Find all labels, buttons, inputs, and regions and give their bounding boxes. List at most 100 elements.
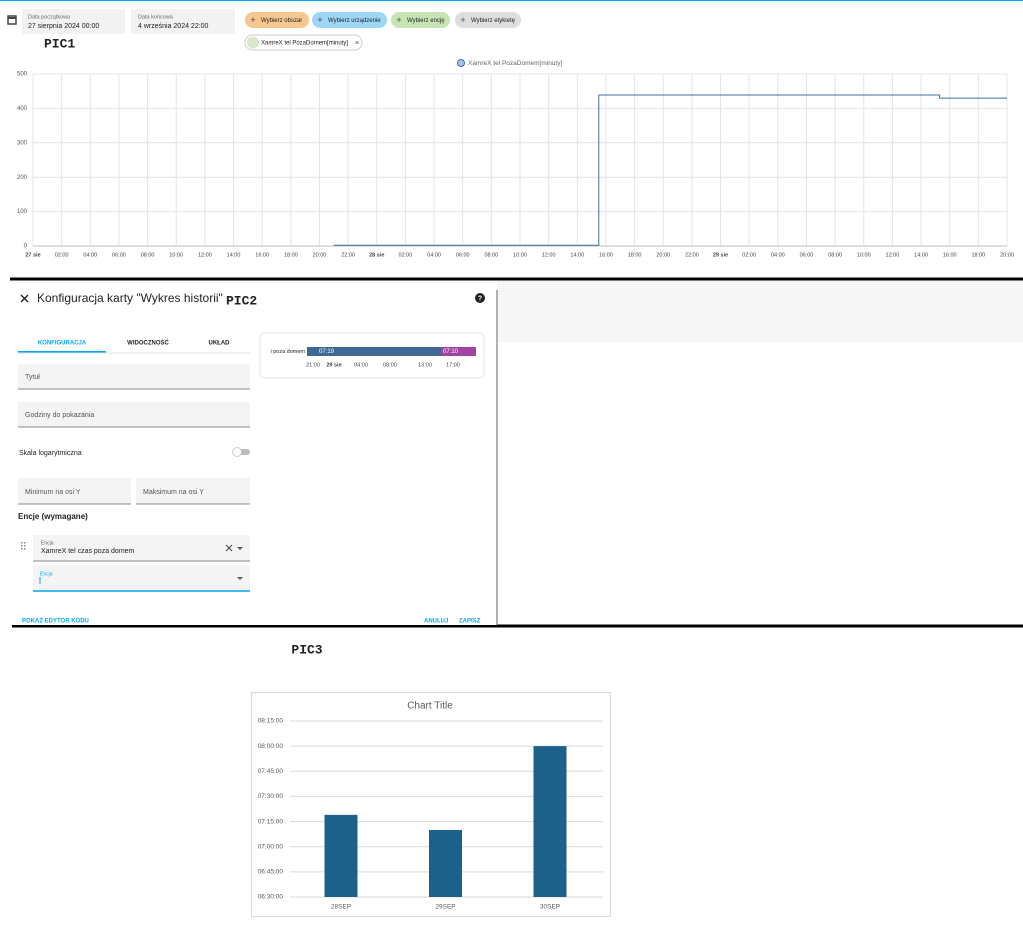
x-tick-label: 12:00	[886, 252, 900, 258]
chip-icon: +	[317, 15, 322, 25]
section-label: PIC3	[291, 642, 322, 657]
calendar-icon	[7, 15, 17, 25]
filter-chip[interactable]	[455, 12, 521, 28]
text-field[interactable]	[18, 478, 131, 505]
filter-chip[interactable]	[312, 12, 387, 28]
line	[333, 94, 1007, 246]
y-tick-label: 0	[24, 244, 28, 250]
help-icon-glyph: ?	[478, 295, 482, 302]
y-tick-label: 06:30:00	[258, 894, 284, 901]
x-tick-label: 08:00	[828, 252, 842, 258]
text-field[interactable]	[18, 364, 250, 390]
x-tick-label: 18:00	[971, 252, 985, 258]
x-tick-label: 20:00	[656, 252, 670, 258]
date-field[interactable]	[131, 9, 235, 34]
tab[interactable]: WIDOCZNOŚĆ	[127, 339, 169, 347]
dropdown-arrow[interactable]	[237, 547, 243, 550]
timeline-tick: 04:00	[354, 362, 368, 368]
y-tick-label: 08:15:00	[258, 718, 284, 725]
section-heading: Encje (wymagane)	[18, 512, 88, 521]
filter-chip[interactable]	[245, 12, 309, 28]
label: 4 września 2024 22:00	[138, 23, 209, 30]
x-tick-label: 10:00	[169, 252, 183, 258]
tab[interactable]: UKŁAD	[209, 341, 231, 347]
chip-icon: +	[396, 15, 401, 25]
clear-button[interactable]	[225, 544, 233, 552]
field-value: XamreX tel czas poza domem	[41, 548, 135, 555]
field-label: Tytuł	[25, 374, 40, 381]
field-label: Encja	[41, 540, 54, 546]
y-tick-label: 07:45:00	[258, 768, 284, 775]
x-tick-label: 28 sie	[369, 252, 384, 258]
backdrop	[497, 280, 1023, 342]
dropdown-arrow[interactable]	[237, 577, 243, 580]
entity-field[interactable]	[33, 565, 250, 592]
timeline-segment	[441, 347, 476, 356]
timeline-tick: 08:00	[383, 362, 397, 368]
section-label: PIC1	[44, 36, 75, 51]
drag-handle[interactable]	[21, 542, 26, 550]
x-tick-label: 08:00	[484, 252, 498, 258]
timeline-tick: 13:00	[418, 362, 432, 368]
timeline-segment	[307, 347, 441, 356]
y-tick-label: 300	[17, 140, 28, 146]
x-tick-label: 18:00	[284, 252, 298, 258]
x-tick-label: 02:00	[399, 252, 413, 258]
x-tick-label: 04:00	[427, 252, 441, 258]
x-tick-label: 06:00	[800, 252, 814, 258]
label: Data początkowa	[28, 14, 71, 20]
button[interactable]: ANULUJ	[424, 619, 448, 625]
field-label: Encja	[40, 571, 53, 577]
y-tick-label: 06:45:00	[258, 869, 284, 876]
x-tick-label: 29 sie	[713, 252, 728, 258]
bar	[324, 814, 358, 897]
x-tick-label: 22:00	[341, 252, 355, 258]
date-field[interactable]	[22, 9, 125, 34]
tab[interactable]: KONFIGURACJA	[38, 341, 87, 347]
label: Data końcowa	[138, 14, 174, 20]
close-button[interactable]	[20, 294, 29, 303]
x-tick-label: 06:00	[456, 252, 470, 258]
chart-title: Chart Title	[407, 701, 453, 712]
x-tick-label: 08:00	[141, 252, 155, 258]
x-tick-label: 04:00	[771, 252, 785, 258]
x-tick-label: 22:00	[685, 252, 699, 258]
timeline-tick: 17:00	[446, 362, 460, 368]
x-tick-label: 20:00	[1000, 252, 1014, 258]
chip-remove[interactable]: ×	[355, 40, 359, 47]
dialog-title: Konfiguracja karty "Wykres historii"	[37, 291, 223, 305]
section-label: PIC2	[226, 293, 257, 308]
x-tick-label: 14:00	[227, 252, 241, 258]
text-field[interactable]	[136, 478, 250, 505]
chip-avatar	[247, 36, 259, 49]
x-tick-label: 14:00	[570, 252, 584, 258]
field-label: Maksimum na osi Y	[143, 489, 204, 496]
x-tick-label: 16:00	[599, 252, 613, 258]
x-tick-label: 30SEP	[540, 904, 560, 911]
setting-label: Skala logarytmiczna	[19, 450, 82, 457]
chip-label: XamreX tel PozaDomem[minuty]	[261, 41, 348, 47]
x-tick-label: 10:00	[857, 252, 871, 258]
entity-field[interactable]	[33, 535, 250, 562]
button[interactable]: POKAŻ EDYTOR KODU	[22, 618, 89, 625]
button[interactable]: ZAPISZ	[459, 619, 481, 625]
timeline-tick: 29 sie	[326, 362, 341, 368]
x-tick-label: 12:00	[198, 252, 212, 258]
x-tick-label: 27 sie	[25, 252, 40, 258]
bar	[429, 829, 462, 897]
y-tick-label: 08:00:00	[258, 743, 284, 750]
toggle[interactable]	[232, 447, 251, 457]
filter-chip[interactable]	[391, 12, 450, 28]
y-tick-label: 100	[17, 209, 28, 215]
y-tick-label: 400	[17, 106, 28, 112]
entity-chip[interactable]	[244, 34, 363, 51]
x-tick-label: 10:00	[513, 252, 527, 258]
chip-label: Wybierz obszar	[261, 18, 302, 24]
text-field[interactable]	[18, 402, 250, 428]
help-icon[interactable]	[475, 293, 485, 303]
x-tick-label: 18:00	[628, 252, 642, 258]
x-tick-label: 02:00	[55, 252, 69, 258]
x-tick-label: 04:00	[83, 252, 97, 258]
x-tick-label: 16:00	[255, 252, 269, 258]
